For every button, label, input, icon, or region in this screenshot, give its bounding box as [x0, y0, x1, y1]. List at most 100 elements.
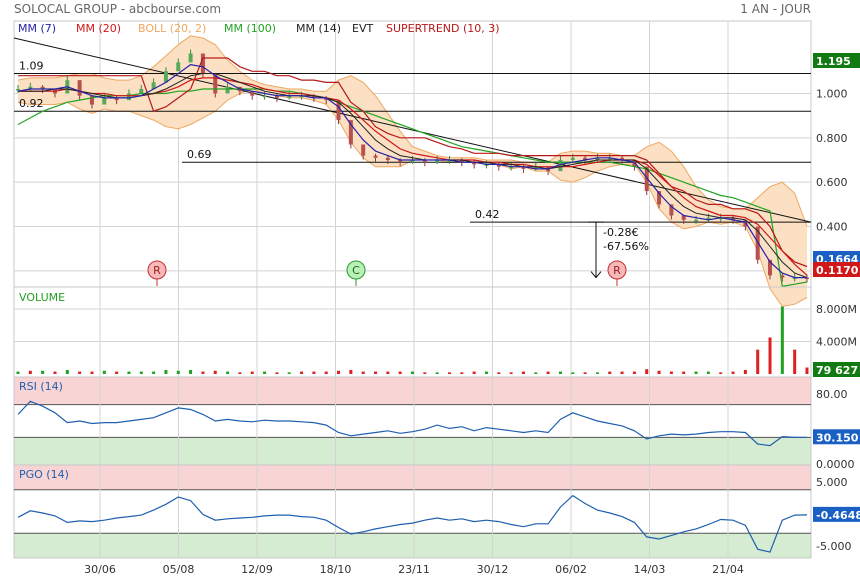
price-badge — [813, 262, 860, 277]
candle-body — [595, 157, 600, 160]
volume-bar — [583, 372, 587, 374]
volume-bar — [546, 371, 550, 374]
candle-body — [16, 89, 20, 91]
legend-item: EVT — [352, 22, 373, 35]
candle-body — [459, 160, 464, 163]
pgo_panel-label: PGO (14) — [19, 468, 69, 481]
volume-bar — [608, 371, 612, 374]
volume-bar — [731, 371, 735, 374]
volume-bar — [275, 372, 279, 374]
legend-item: MM (100) — [224, 22, 276, 35]
rsi_panel-tick-label: 80.00 — [816, 388, 848, 401]
volume-bar — [16, 371, 20, 374]
candle-body — [644, 166, 649, 192]
legend-item: MM (20) — [76, 22, 121, 35]
volume-bar — [768, 337, 772, 374]
volume-bar — [620, 371, 624, 374]
price-badge-label: 0.1170 — [816, 264, 859, 277]
x-tick-label: 21/04 — [712, 563, 744, 576]
volume-bar — [558, 371, 562, 374]
volume-bar — [324, 371, 328, 374]
volume-bar — [657, 370, 661, 374]
volume-bar — [645, 369, 649, 374]
volume-bar — [90, 371, 94, 374]
annotation-change-value: -0.28€ — [603, 226, 638, 239]
candle-body — [324, 97, 329, 101]
candle-body — [657, 191, 662, 205]
x-tick-label: 05/08 — [163, 563, 195, 576]
candle-body — [287, 95, 292, 98]
volume-bar — [386, 371, 390, 374]
volume-bar — [423, 372, 427, 374]
volume-bar — [398, 371, 402, 374]
volume-bar — [115, 371, 119, 374]
trend-line — [13, 37, 812, 223]
volume-bar — [127, 371, 131, 374]
candle-body — [620, 157, 625, 160]
volume-bar — [756, 349, 760, 374]
pgo_panel-badge-label: -0.4648 — [816, 509, 860, 522]
annotation-change-percent: -67.56% — [603, 240, 649, 253]
pgo_panel-overbought-zone — [14, 465, 811, 490]
pgo_panel-frame — [13, 464, 812, 559]
candle-body — [718, 217, 723, 220]
volume-bar — [521, 371, 525, 374]
mm100-line — [17, 88, 808, 288]
legend-item: MM (7) — [18, 22, 56, 35]
candle-body — [410, 160, 415, 163]
volume-bar — [435, 372, 439, 374]
volume-bar — [682, 371, 686, 374]
price-tick-label: 0.800 — [816, 132, 848, 145]
chart-period: 1 AN - JOUR — [740, 2, 811, 16]
candle-body — [126, 93, 131, 101]
candle-body — [583, 157, 588, 160]
price-tick-label: 1.000 — [816, 87, 848, 100]
volume-bar — [201, 371, 205, 374]
pgo_panel-line — [17, 494, 808, 553]
volume-bar — [41, 370, 45, 374]
bollinger-band-area — [18, 35, 807, 307]
candle-body — [398, 160, 403, 163]
annotation-arrow-head — [590, 271, 602, 279]
volume-bar — [706, 371, 710, 374]
rsi_panel-tick-label: 0.0000 — [816, 458, 855, 471]
candle-body — [336, 100, 341, 121]
legend-item: MM (14) — [296, 22, 341, 35]
candle-body — [805, 277, 809, 280]
volume-bar — [534, 372, 538, 374]
volume-badge-label: 79 627 — [816, 364, 858, 377]
volume-bar — [53, 371, 57, 374]
volume-bar — [411, 371, 414, 374]
volume-bar — [164, 369, 168, 374]
volume-bar — [250, 371, 254, 374]
pgo_panel-badge — [813, 506, 860, 522]
candle-body — [77, 80, 82, 96]
volume-bar — [152, 371, 156, 374]
event-marker-label: C — [352, 264, 360, 277]
price-panel: 1.0000.8000.6000.4000.2001.090.920.690.4… — [13, 20, 860, 558]
volume-bar — [226, 371, 230, 374]
candle-body — [570, 157, 575, 160]
mm7-line — [17, 63, 807, 279]
volume-bar — [484, 371, 488, 374]
candle-body — [348, 120, 353, 145]
volume-bar — [460, 372, 464, 374]
rsi_panel-oversold-zone — [14, 437, 811, 465]
x-tick-label: 23/11 — [398, 563, 430, 576]
rsi_panel-badge-label: 30.150 — [816, 431, 859, 444]
x-tick-label: 30/06 — [84, 563, 116, 576]
volume-bar — [595, 372, 599, 374]
candle-body — [607, 157, 612, 160]
mm14-line — [18, 73, 808, 279]
level-label: 0.69 — [187, 148, 212, 161]
candle-body — [533, 166, 538, 169]
candle-body — [40, 86, 45, 90]
candle-body — [139, 89, 144, 94]
volume-bar — [28, 370, 32, 374]
x-axis: 30/06 05/08 12/09 18/10 23/11 30/12 06/02 14/03… — [84, 563, 744, 576]
volume-bar — [287, 372, 291, 374]
price-tick-label: 0.400 — [816, 221, 848, 234]
candle-body — [496, 164, 501, 167]
price-tick-label: 0.600 — [816, 176, 848, 189]
pgo_panel-tick-label: 5.000 — [816, 476, 848, 489]
